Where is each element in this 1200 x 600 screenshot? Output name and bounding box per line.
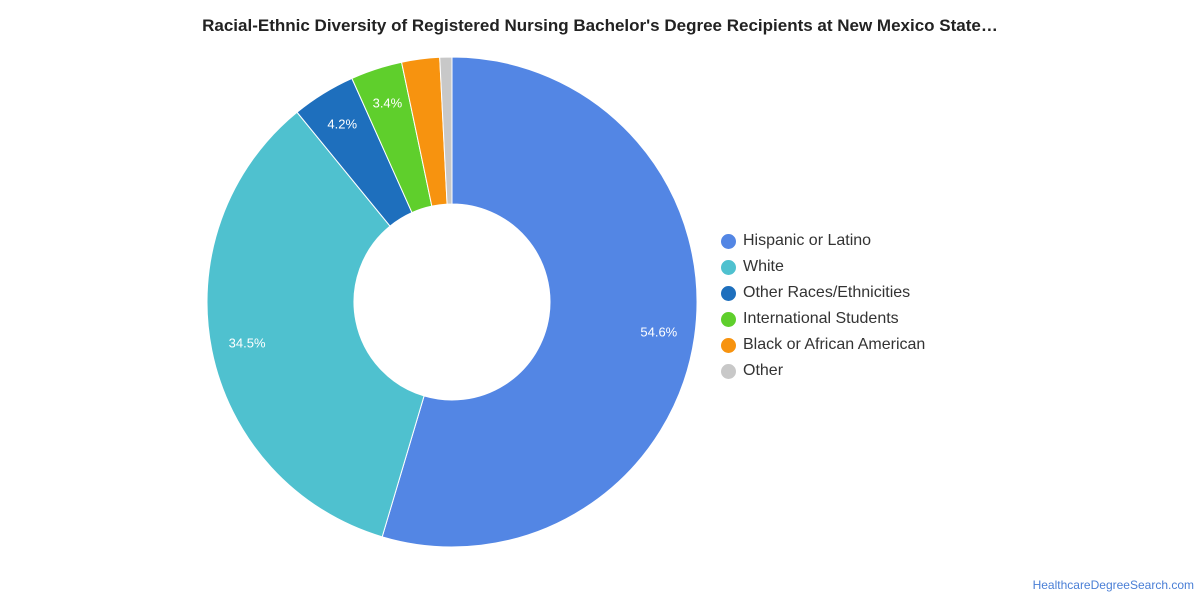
slice-label-other-races-ethnicities: 4.2% [327, 117, 357, 132]
legend-label: Other Races/Ethnicities [743, 284, 911, 301]
legend-item-hispanic-or-latino[interactable]: Hispanic or Latino [721, 228, 925, 254]
slice-hispanic-or-latino[interactable] [381, 56, 698, 548]
legend-item-international-students[interactable]: International Students [721, 306, 925, 332]
legend-item-black-or-african-american[interactable]: Black or African American [721, 332, 925, 358]
slice-label-international-students: 3.4% [373, 96, 403, 111]
legend-item-white[interactable]: White [721, 254, 925, 280]
slice-label-white: 34.5% [229, 336, 266, 351]
legend-label: International Students [743, 310, 899, 327]
legend-swatch-hispanic-or-latino [721, 233, 736, 249]
legend-swatch-other [721, 363, 736, 379]
slice-other[interactable] [439, 56, 453, 205]
legend-swatch-white [721, 259, 736, 275]
source-link[interactable]: HealthcareDegreeSearch.com [1032, 578, 1194, 592]
legend-label: Hispanic or Latino [743, 232, 872, 249]
legend-swatch-international-students [721, 311, 736, 327]
chart-title: Racial-Ethnic Diversity of Registered Nu… [202, 16, 998, 35]
legend-swatch-black-or-african-american [721, 337, 736, 353]
slice-white[interactable] [206, 111, 425, 538]
chart-legend: Hispanic or Latino White Other Races/Ethni… [721, 228, 925, 384]
legend-swatch-other-races-ethnicities [721, 285, 736, 301]
slice-label-hispanic-or-latino: 54.6% [640, 325, 677, 340]
legend-item-other-races-ethnicities[interactable]: Other Races/Ethnicities [721, 280, 925, 306]
legend-label: White [743, 258, 784, 275]
legend-label: Other [743, 362, 784, 379]
legend-item-other[interactable]: Other [721, 358, 925, 384]
legend-label: Black or African American [743, 336, 926, 353]
